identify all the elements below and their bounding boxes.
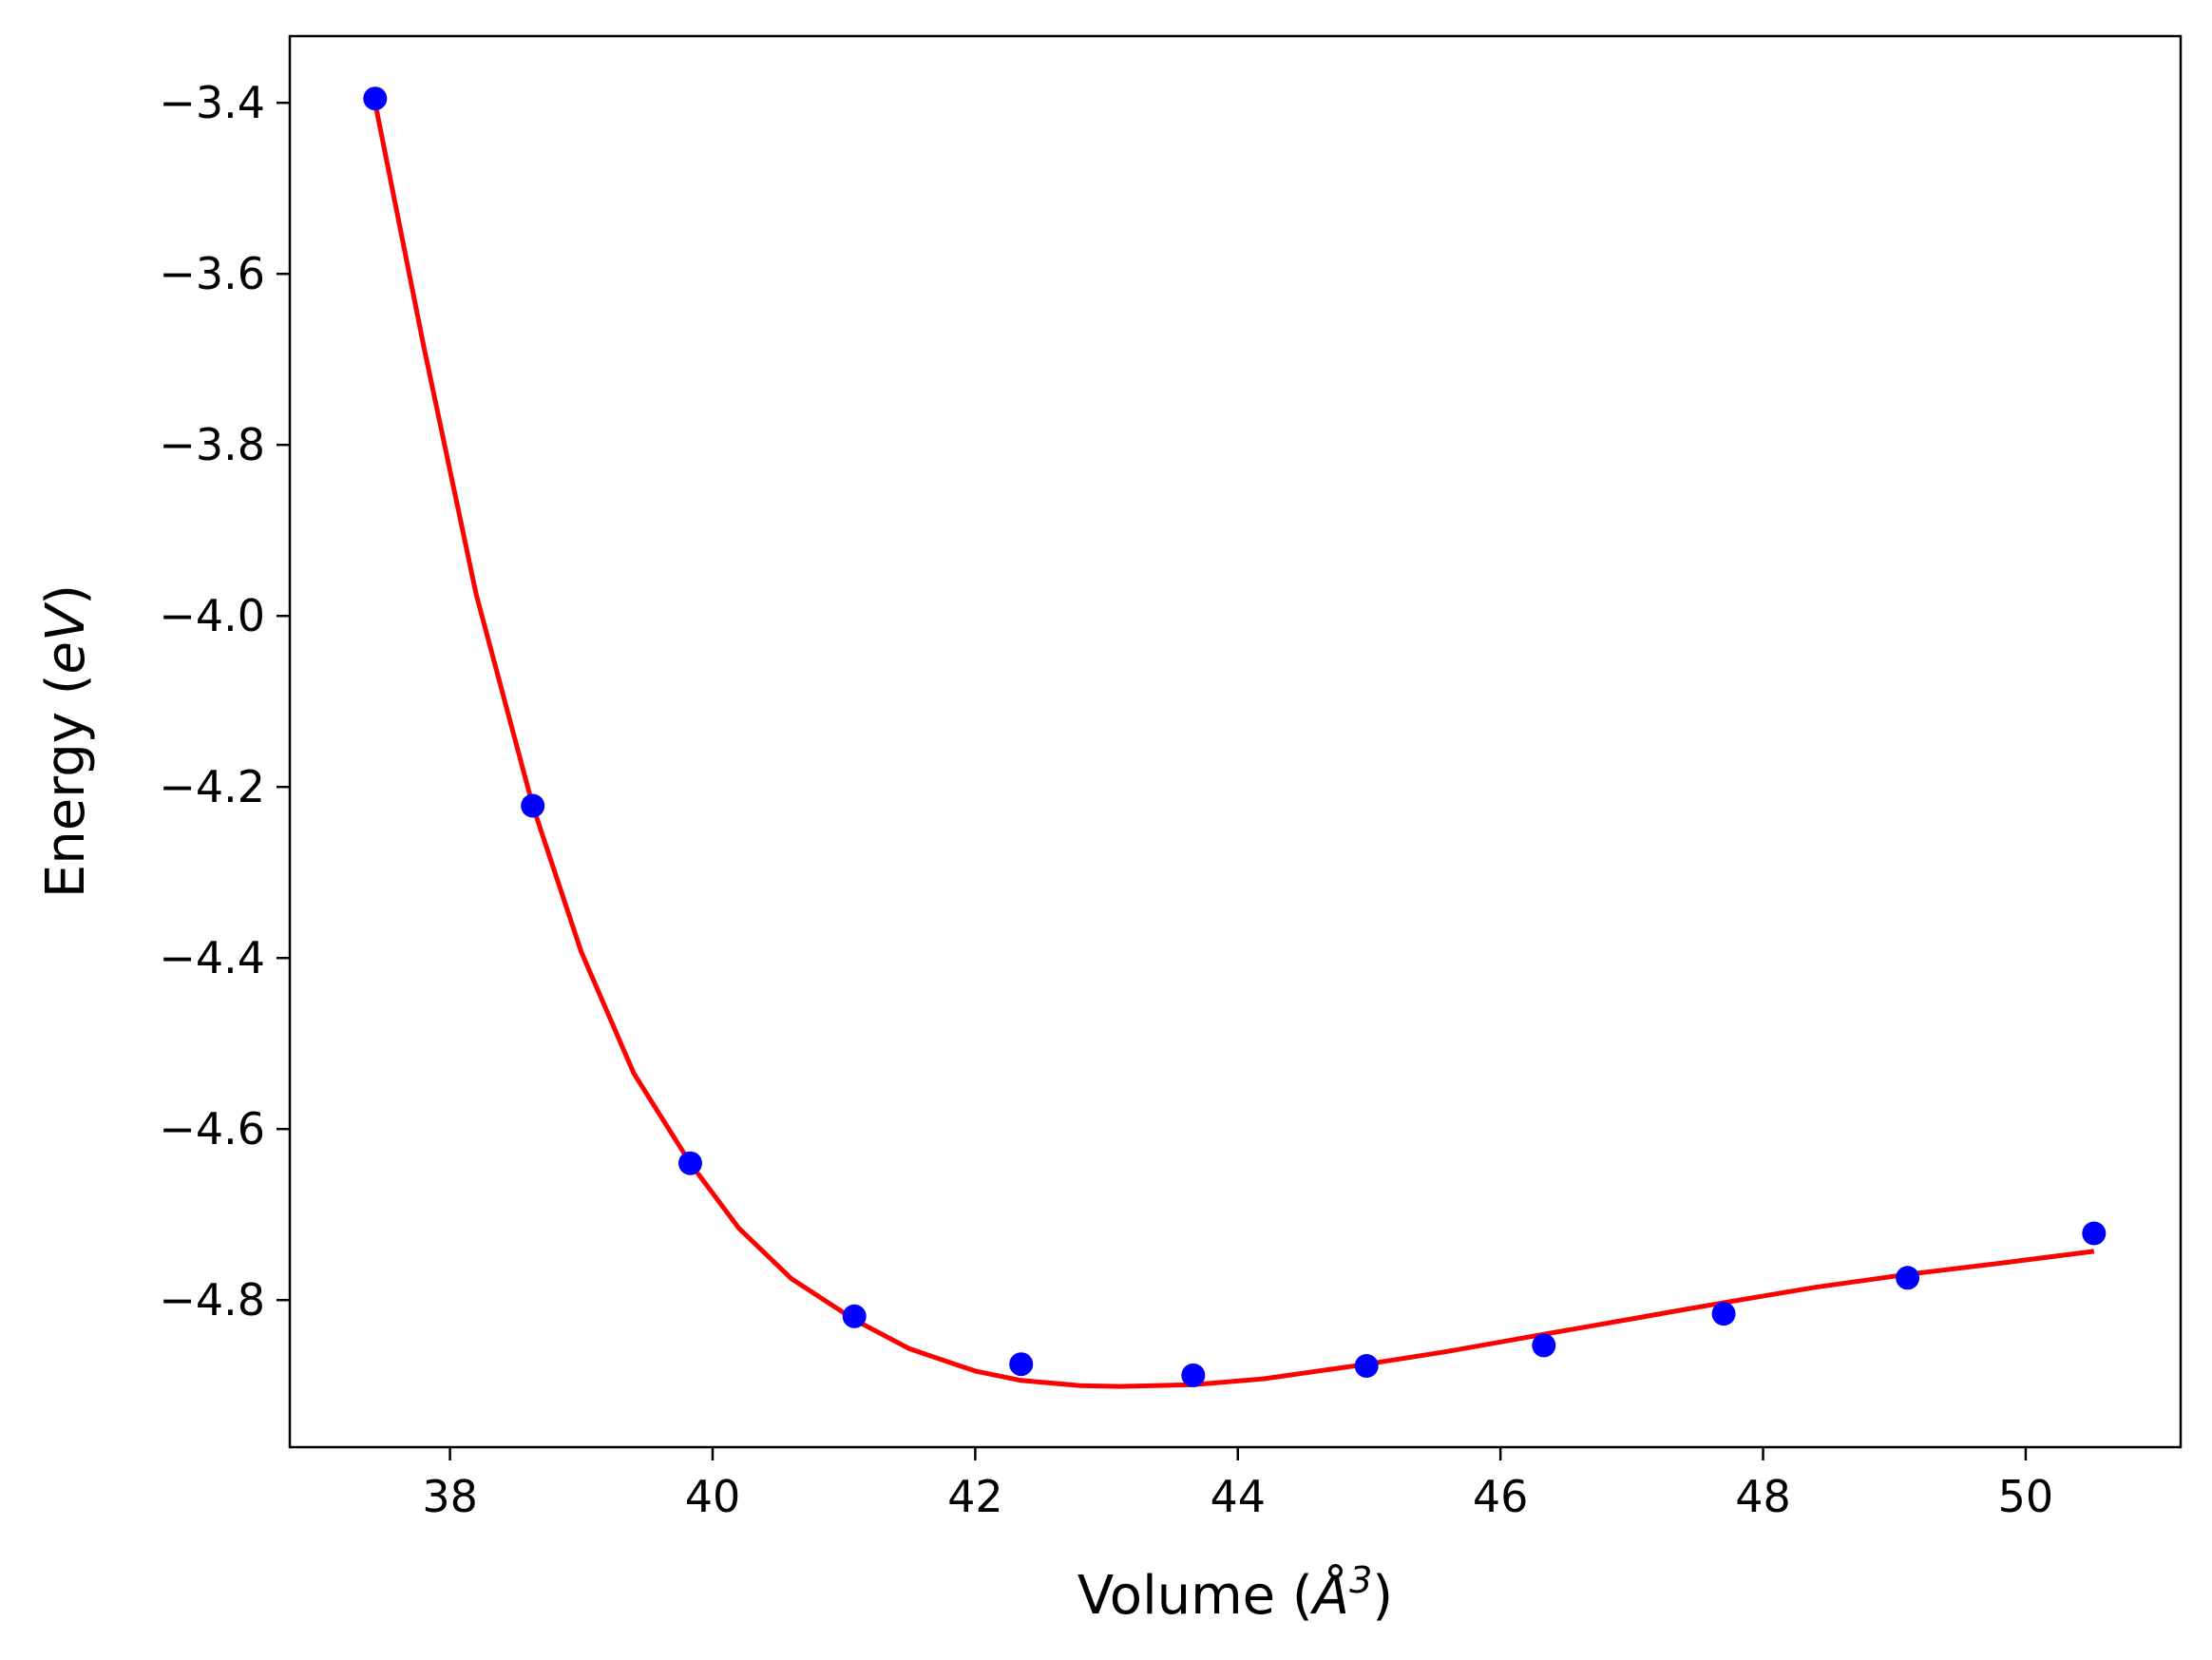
- x-tick-label: 46: [1473, 1471, 1529, 1522]
- y-tick-label: −4.4: [159, 932, 265, 983]
- x-tick-label: 44: [1210, 1471, 1266, 1522]
- data-point: [1009, 1352, 1034, 1377]
- data-point: [2082, 1221, 2107, 1246]
- y-axis-label: Energy (eV): [35, 584, 97, 898]
- y-axis-ticks: −4.8 −4.6 −4.4 −4.2 −4.0 −3.8 −3.6 −3.4: [159, 77, 290, 1326]
- data-point: [363, 86, 388, 111]
- x-tick-label: 50: [1998, 1471, 2054, 1522]
- plot-area: [363, 86, 2107, 1389]
- data-point: [842, 1304, 867, 1328]
- y-tick-label: −4.8: [159, 1274, 265, 1326]
- x-axis-ticks: 38 40 42 44 46 48 50: [422, 1447, 2053, 1522]
- data-point: [1354, 1354, 1379, 1378]
- data-point: [678, 1151, 702, 1175]
- y-tick-label: −4.2: [159, 761, 265, 812]
- x-tick-label: 42: [947, 1471, 1003, 1522]
- data-point: [1181, 1363, 1206, 1387]
- x-tick-label: 38: [422, 1471, 478, 1522]
- y-tick-label: −3.4: [159, 77, 265, 128]
- data-point: [1711, 1302, 1736, 1326]
- fit-curve-line: [372, 102, 2095, 1389]
- y-tick-label: −3.6: [159, 248, 265, 299]
- y-tick-label: −4.0: [159, 590, 265, 641]
- x-axis-label: Volume (Å3): [1077, 1559, 1393, 1627]
- data-point: [521, 793, 545, 818]
- y-tick-label: −4.6: [159, 1103, 265, 1154]
- x-tick-label: 40: [685, 1471, 741, 1522]
- data-point: [1532, 1333, 1556, 1358]
- y-tick-label: −3.8: [159, 419, 265, 470]
- x-tick-label: 48: [1735, 1471, 1791, 1522]
- data-point: [1896, 1266, 1920, 1290]
- axes-frame: [288, 34, 2183, 1449]
